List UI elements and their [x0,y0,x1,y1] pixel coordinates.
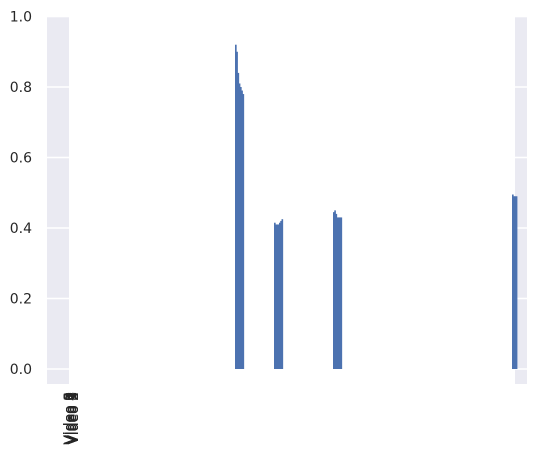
bar [333,212,335,369]
gridlines [47,15,527,384]
bar [235,44,237,369]
bar [241,90,243,370]
bar [515,196,518,369]
bar [280,220,282,369]
x-tick-label: Video 2 [66,392,82,445]
bar [277,224,280,369]
bar [276,224,279,369]
bar [275,224,277,369]
x-tick-label: Video 6 [62,392,78,445]
bar [338,217,340,369]
x-tick-label: Video 7 [64,392,80,445]
x-tick-label: Video 3 [62,392,78,445]
y-axis-ticks: 0.0 0.2 0.4 0.6 0.8 1.0 [10,10,32,379]
x-tick-label: Video 8 [66,392,82,445]
bar [279,222,281,369]
bar [512,194,514,369]
bar [238,83,241,369]
x-tick-label: Video 5 [66,392,82,445]
bar [242,94,245,370]
bar [240,87,242,369]
bar [237,72,240,370]
x-tick-label: Video 0 [62,392,78,445]
bars [235,44,518,370]
bar [514,196,517,369]
plot-margin-band [515,16,527,384]
bar [340,217,343,369]
x-tick-label: Video 4 [64,392,80,445]
x-tick-label: Video 1 [64,392,80,445]
bar [236,51,238,369]
y-tick-label: 0.6 [10,151,32,167]
bar [335,213,338,369]
y-tick-label: 1.0 [10,10,32,26]
bar [513,196,515,369]
bar [334,210,336,369]
y-tick-label: 0.4 [10,221,32,237]
plot-inner-area [69,16,515,384]
y-tick-label: 0.2 [10,292,32,308]
bar [274,222,276,369]
bar [339,217,341,369]
x-tick-label: Video 9 [62,392,78,445]
y-tick-label: 0.0 [10,362,32,378]
y-tick-label: 0.8 [10,80,32,96]
plot-margin-band [47,16,69,384]
bar [336,217,339,369]
bar [281,219,284,369]
